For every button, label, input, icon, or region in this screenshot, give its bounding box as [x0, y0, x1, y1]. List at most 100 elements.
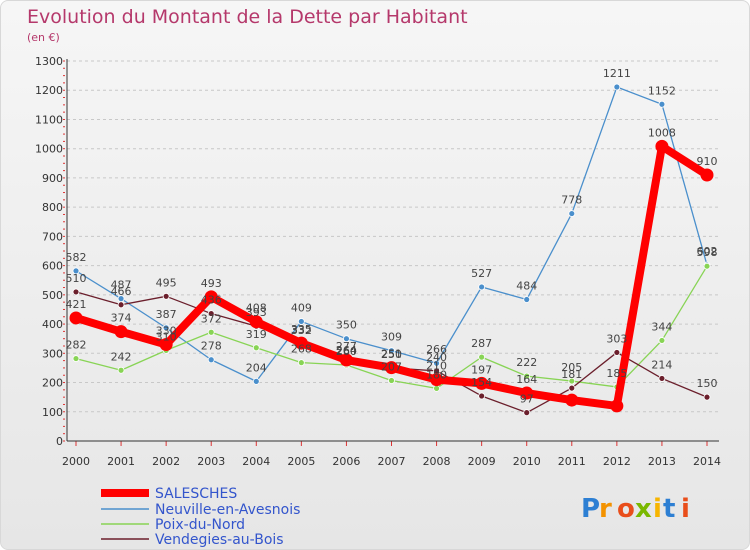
data-point-salesches	[294, 336, 308, 350]
data-label-poix-du-nord: 268	[291, 343, 312, 356]
x-tick-label: 2006	[332, 455, 360, 468]
data-label-poix-du-nord: 282	[66, 339, 87, 352]
y-tick-label: 500	[42, 289, 63, 302]
y-tick-label: 1300	[35, 55, 63, 68]
data-point-poix-du-nord	[433, 384, 440, 392]
data-point-salesches	[385, 361, 398, 375]
data-label-poix-du-nord: 185	[606, 367, 627, 380]
legend-label-poix: Poix-du-Nord	[155, 517, 245, 533]
data-point-salesches	[520, 386, 534, 400]
x-tick-label: 2013	[648, 455, 676, 468]
series-layer	[69, 83, 714, 417]
y-tick-label: 1200	[35, 84, 63, 97]
data-label-poix-du-nord: 287	[471, 337, 492, 350]
data-point-vendegies-au-bois	[478, 392, 486, 400]
data-point-poix-du-nord	[117, 366, 125, 374]
data-label-salesches: 251	[381, 348, 402, 361]
data-point-neuville-en-avesnois	[252, 377, 260, 385]
data-label-neuville-en-avesnois: 204	[246, 361, 267, 374]
x-tick-label: 2014	[693, 455, 721, 468]
data-label-salesches: 277	[336, 340, 357, 353]
y-tick-label: 700	[42, 230, 63, 243]
x-tick-label: 2003	[197, 455, 225, 468]
data-label-vendegies-au-bois: 303	[606, 332, 627, 345]
legend-label-vendegies: Vendegies-au-Bois	[155, 532, 284, 548]
logo-letter: i	[681, 494, 690, 524]
data-label-poix-du-nord: 205	[561, 361, 582, 374]
y-tick-label: 0	[56, 435, 63, 448]
legend: SALESCHES Neuville-en-Avesnois Poix-du-N…	[101, 486, 300, 548]
legend-label-salesches: SALESCHES	[155, 486, 237, 502]
x-tick-label: 2011	[558, 455, 586, 468]
data-point-neuville-en-avesnois	[523, 296, 531, 303]
data-label-poix-du-nord: 372	[201, 312, 222, 325]
data-point-salesches	[610, 399, 624, 413]
logo-letter: o	[617, 494, 635, 524]
x-tick-label: 2004	[242, 455, 270, 468]
data-label-neuville-en-avesnois: 582	[66, 251, 87, 264]
data-label-neuville-en-avesnois: 387	[156, 308, 177, 321]
logo-letter: x	[635, 494, 652, 524]
data-point-vendegies-au-bois	[117, 301, 125, 309]
y-tick-label: 100	[42, 406, 63, 419]
x-tick-label: 2009	[468, 455, 496, 468]
data-point-vendegies-au-bois	[703, 393, 711, 401]
data-labels: 582 487 387 278 204 409 350 309 266 527 484 778 1211…	[66, 67, 718, 406]
data-label-salesches: 330	[156, 325, 177, 338]
chart-title: Evolution du Montant de la Dette par Hab…	[27, 6, 468, 28]
data-label-neuville-en-avesnois: 278	[201, 340, 222, 353]
data-label-vendegies-au-bois: 332	[291, 324, 312, 337]
logo-letter: t	[663, 494, 675, 524]
data-label-vendegies-au-bois: 495	[156, 276, 177, 289]
data-point-neuville-en-avesnois	[207, 356, 215, 364]
data-label-neuville-en-avesnois: 309	[381, 331, 402, 344]
data-label-poix-du-nord: 344	[651, 320, 672, 333]
data-point-neuville-en-avesnois	[433, 359, 440, 367]
data-point-salesches	[249, 315, 263, 329]
data-point-poix-du-nord	[658, 337, 666, 344]
logo-letter: r	[599, 494, 612, 524]
y-tick-label: 1000	[35, 143, 63, 156]
data-point-poix-du-nord	[252, 344, 260, 352]
y-tick-label: 900	[42, 172, 63, 185]
data-point-salesches	[114, 325, 128, 339]
data-label-vendegies-au-bois: 181	[561, 368, 582, 381]
x-tick-label: 2008	[423, 455, 451, 468]
data-label-vendegies-au-bois: 97	[520, 393, 534, 406]
data-point-vendegies-au-bois	[523, 409, 531, 417]
data-label-salesches: 421	[66, 298, 87, 311]
data-label-poix-du-nord: 260	[336, 345, 357, 358]
y-tick-label: 400	[42, 318, 63, 331]
data-point-salesches	[565, 393, 579, 407]
data-label-poix-du-nord: 319	[246, 328, 267, 341]
data-label-neuville-en-avesnois: 487	[111, 279, 132, 292]
data-point-salesches	[475, 376, 489, 390]
x-tick-label: 2005	[287, 455, 315, 468]
x-tick-label: 2002	[152, 455, 180, 468]
data-label-vendegies-au-bois: 436	[201, 294, 222, 307]
data-label-salesches: 493	[201, 277, 222, 290]
logo-letter: i	[653, 494, 662, 524]
data-point-neuville-en-avesnois	[478, 283, 486, 291]
data-point-neuville-en-avesnois	[297, 318, 305, 325]
data-point-salesches	[655, 139, 669, 153]
x-tick-label: 2010	[513, 455, 541, 468]
x-tick-label: 2000	[62, 455, 90, 468]
data-point-salesches	[700, 168, 714, 182]
data-label-salesches: 408	[246, 302, 267, 315]
data-point-vendegies-au-bois	[568, 384, 576, 392]
data-label-neuville-en-avesnois: 778	[561, 194, 582, 207]
data-label-vendegies-au-bois: 150	[697, 377, 718, 390]
data-label-poix-du-nord: 180	[426, 368, 447, 381]
y-tick-label: 800	[42, 201, 63, 214]
data-point-vendegies-au-bois	[72, 288, 80, 296]
data-label-salesches: 210	[426, 360, 447, 373]
data-label-salesches: 197	[471, 363, 492, 376]
data-label-poix-du-nord: 207	[381, 360, 402, 373]
data-label-neuville-en-avesnois: 266	[426, 343, 447, 356]
data-label-poix-du-nord: 598	[697, 246, 718, 259]
data-point-poix-du-nord	[207, 328, 215, 336]
data-label-salesches: 910	[697, 155, 718, 168]
